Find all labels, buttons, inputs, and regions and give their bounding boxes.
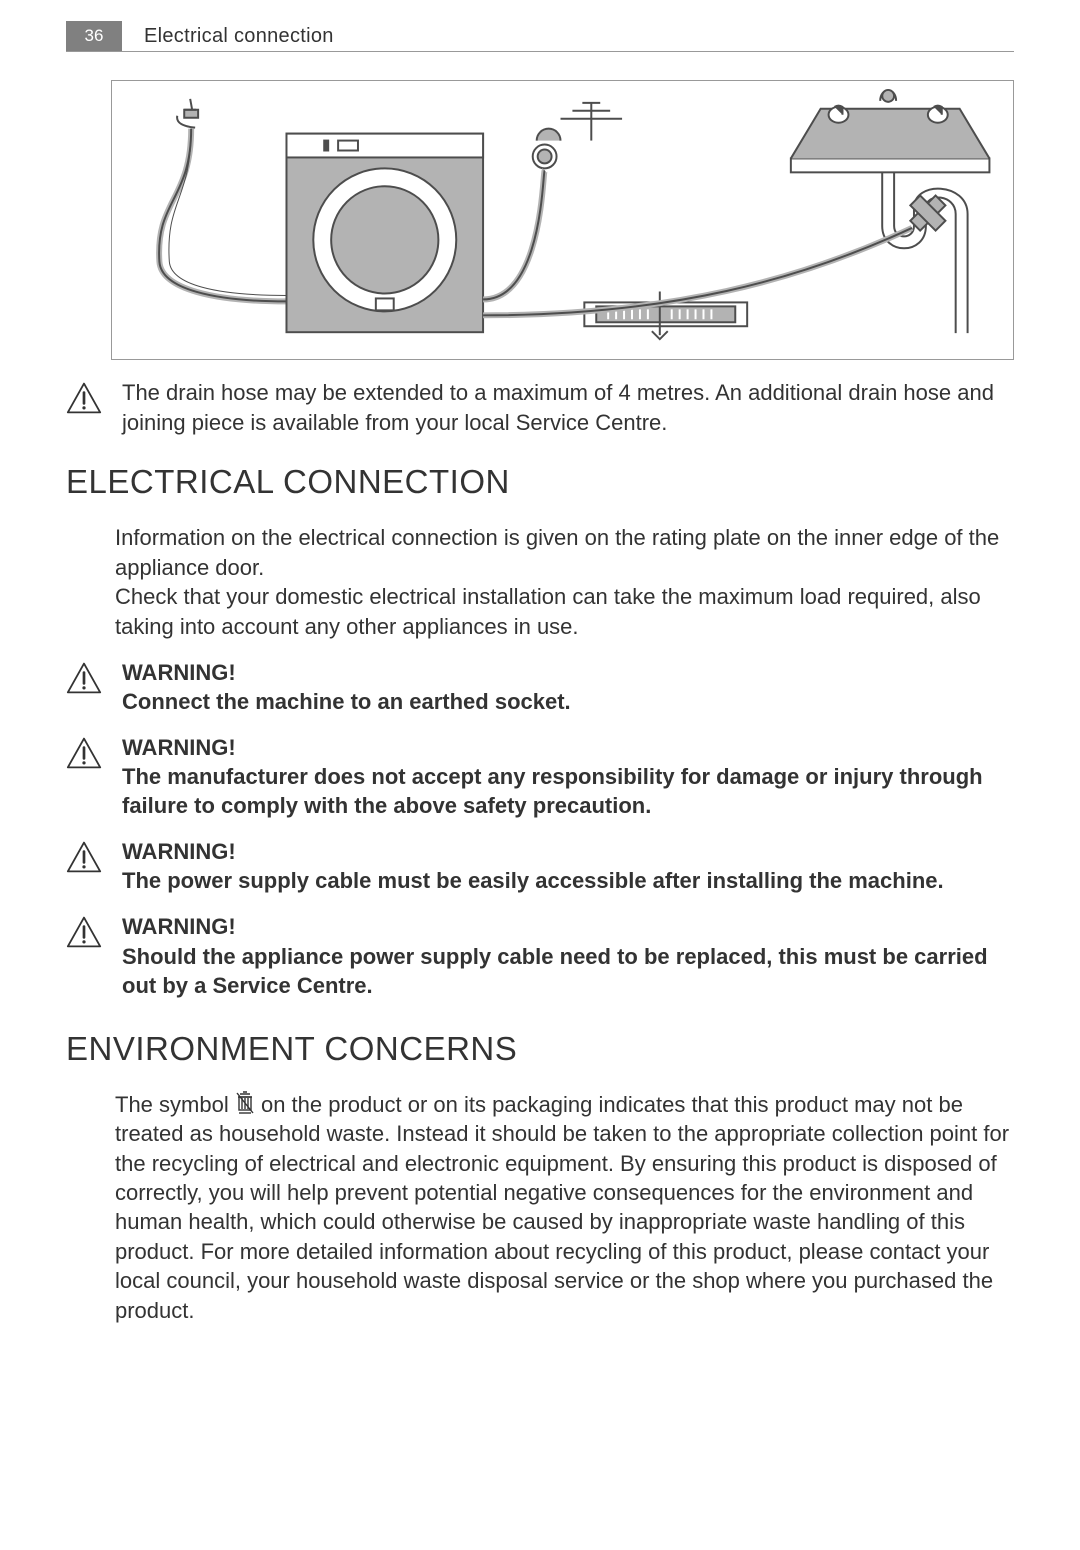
warning-icon <box>66 381 106 420</box>
warning-title: WARNING! <box>122 733 1014 762</box>
drain-hose-note: The drain hose may be extended to a maxi… <box>66 378 1014 437</box>
warning-body: The manufacturer does not accept any res… <box>122 762 1014 820</box>
warning-title: WARNING! <box>122 658 571 687</box>
weee-bin-icon <box>235 1091 255 1115</box>
section-title-environment: ENVIRONMENT CONCERNS <box>66 1030 1014 1068</box>
warning-3: WARNING! The power supply cable must be … <box>66 837 1014 895</box>
page-number: 36 <box>66 21 122 51</box>
header-title: Electrical connection <box>144 25 334 48</box>
env-post: on the product or on its packaging indic… <box>115 1092 1009 1323</box>
electrical-intro-1: Information on the electrical connection… <box>115 523 1014 582</box>
warning-4: WARNING! Should the appliance power supp… <box>66 912 1014 999</box>
warning-body: Connect the machine to an earthed socket… <box>122 687 571 716</box>
electrical-intro-2: Check that your domestic electrical inst… <box>115 582 1014 641</box>
plumbing-diagram <box>111 80 1014 360</box>
warning-icon <box>66 661 106 700</box>
warning-2: WARNING! The manufacturer does not accep… <box>66 733 1014 820</box>
warning-1: WARNING! Connect the machine to an earth… <box>66 658 1014 716</box>
env-pre: The symbol <box>115 1092 235 1117</box>
warning-title: WARNING! <box>122 912 1014 941</box>
warning-title: WARNING! <box>122 837 944 866</box>
section-title-electrical: ELECTRICAL CONNECTION <box>66 463 1014 501</box>
warning-icon <box>66 915 106 954</box>
page-header: 36 Electrical connection <box>66 21 1014 52</box>
drain-note-text: The drain hose may be extended to a maxi… <box>122 378 1014 437</box>
warning-body: The power supply cable must be easily ac… <box>122 866 944 895</box>
warning-body: Should the appliance power supply cable … <box>122 942 1014 1000</box>
environment-body: The symbol on the product or on its pack… <box>115 1090 1014 1326</box>
warning-icon <box>66 736 106 775</box>
warning-icon <box>66 840 106 879</box>
